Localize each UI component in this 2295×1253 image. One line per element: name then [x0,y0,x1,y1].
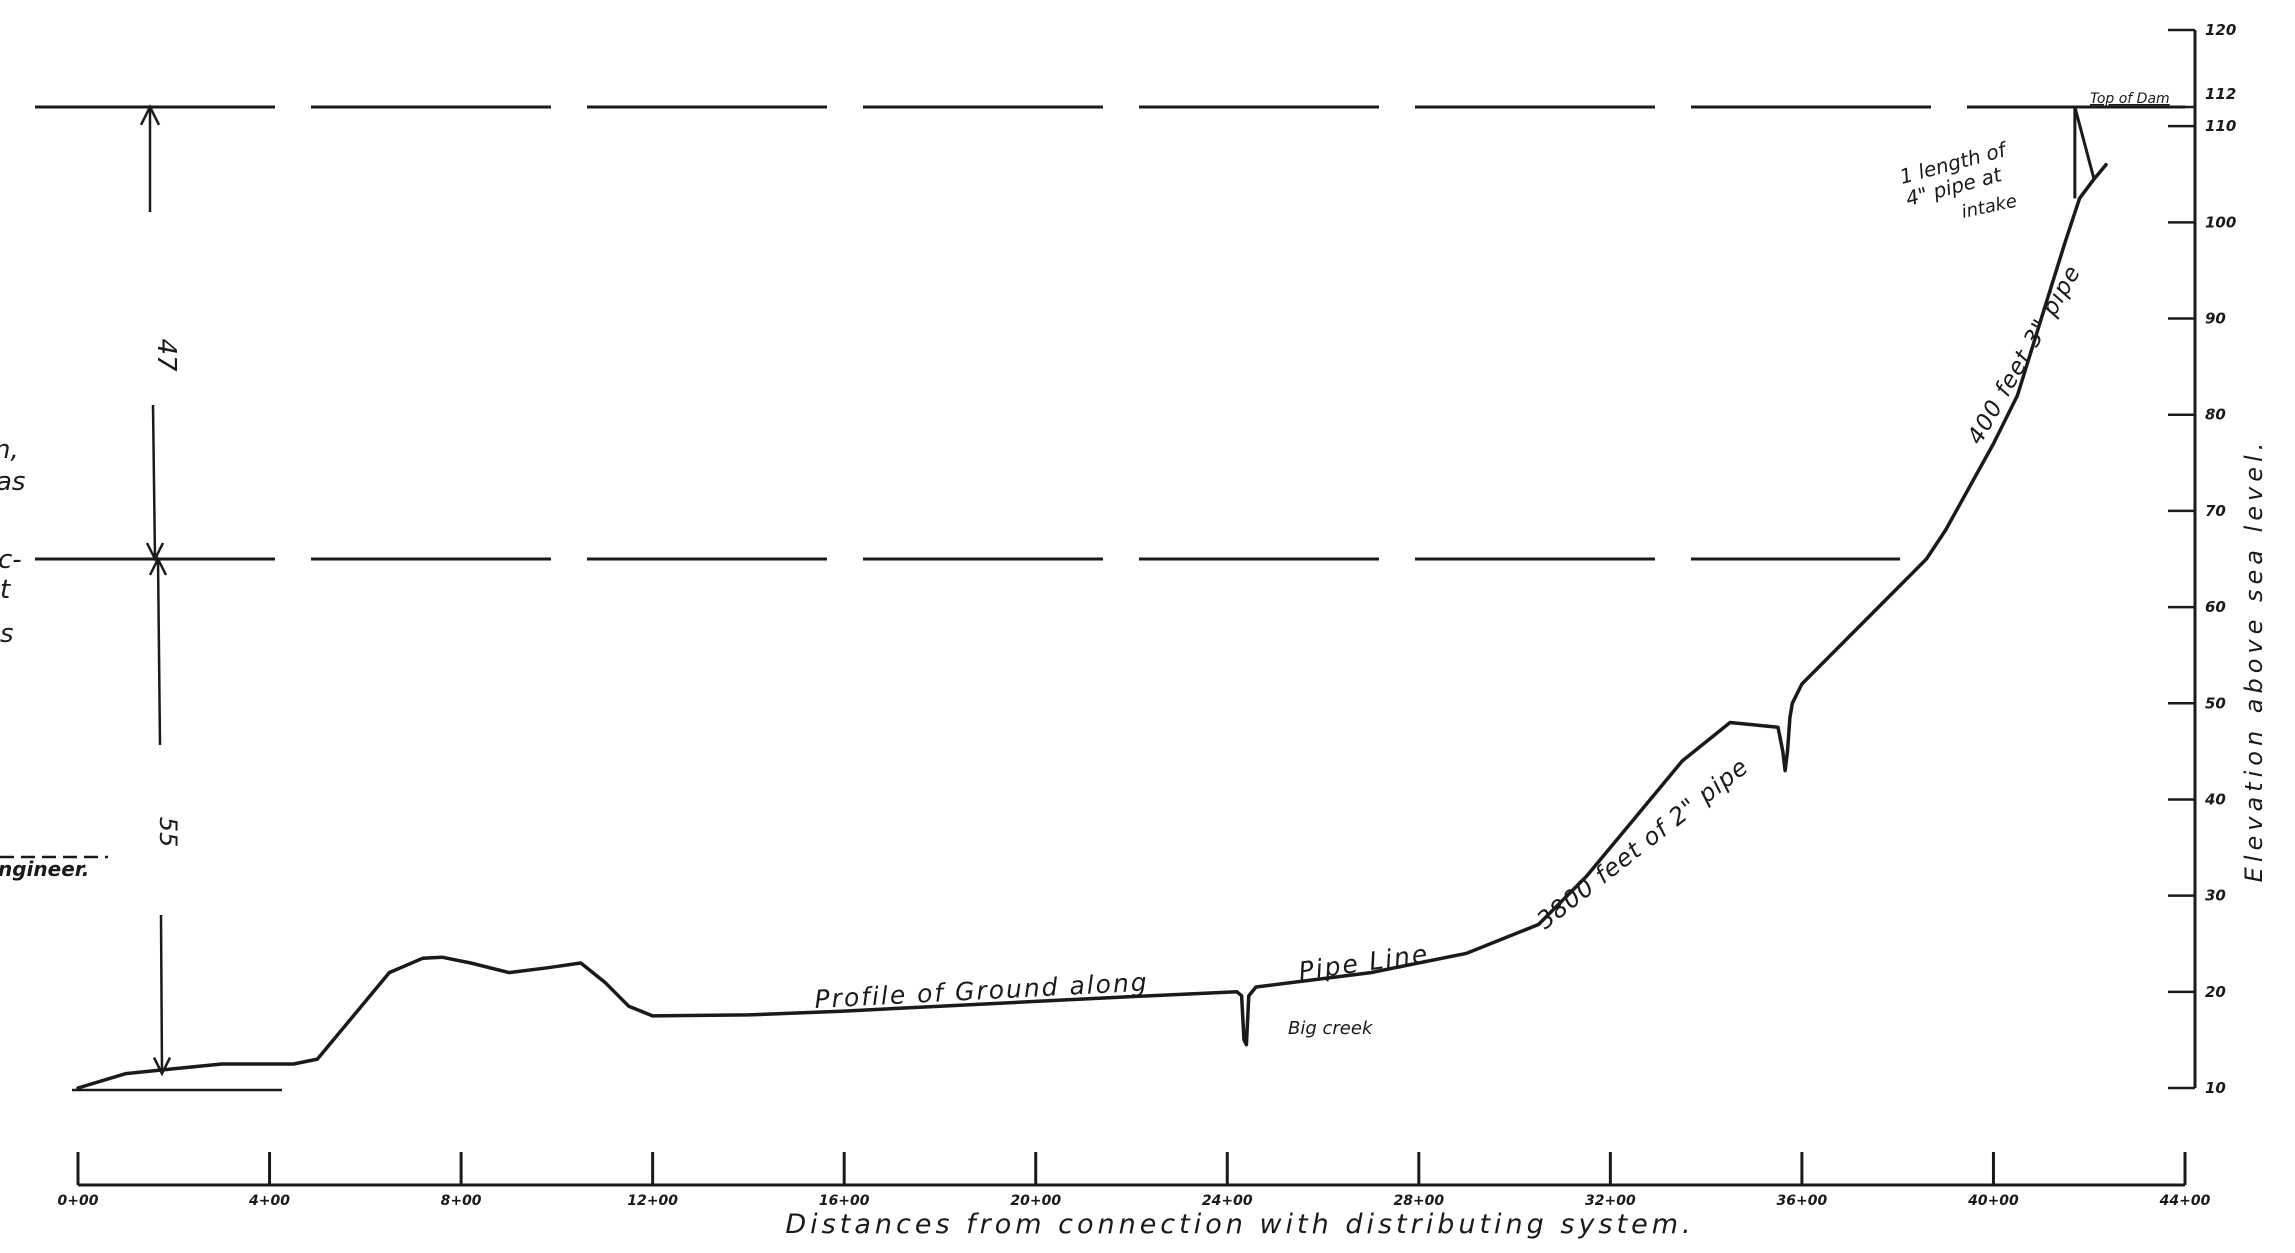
arrow-head [139,104,161,126]
x-tick-label: 28+00 [1393,1193,1444,1209]
signature-text: ngineer. [0,857,89,881]
x-axis-ticks: 0+00 4+00 8+00 12+00 16+00 20+00 24+00 28+00 32+… [58,1152,2211,1209]
y-tick-label: 50 [2205,694,2226,712]
pipe-2in-label: 3800 feet of 2" pipe [1531,752,1753,934]
dashed-level-lines [35,105,2185,561]
chart-axes [72,30,2197,1187]
pipe-3in-label: 400 feet 3" pipe [1963,261,2087,449]
y-axis-ticks: 10 20 30 40 50 60 70 80 90 100 110 112 120 [2168,21,2236,1097]
margin-text-1: n, [0,435,19,465]
dimension-label-upper: 47 [151,338,181,372]
x-tick-label: 16+00 [819,1193,870,1209]
y-tick-label: 20 [2205,983,2226,1001]
big-creek-label: Big creek [1288,1018,1374,1039]
x-tick-label: 12+00 [627,1193,678,1209]
arrow-head [145,542,165,562]
ground-profile-line [76,162,2108,1090]
profile-label-b: Pipe Line [1297,939,1431,986]
arrow-head [148,556,168,576]
y-tick-label: 70 [2205,502,2226,520]
y-tick-label: 120 [2205,21,2236,39]
x-tick-label: 44+00 [2159,1193,2211,1209]
y-tick-label: 112 [2205,85,2236,103]
y-tick-label: 10 [2205,1079,2226,1097]
x-tick-label: 0+00 [58,1193,99,1209]
y-tick-label: 30 [2205,887,2226,905]
dimension-line [151,404,157,560]
x-tick-label: 4+00 [248,1193,290,1209]
top-of-dam-label: Top of Dam [2090,91,2170,107]
x-tick-label: 8+00 [441,1193,482,1209]
x-tick-label: 36+00 [1777,1193,1828,1209]
y-tick-label: 40 [2204,790,2226,808]
dimension-label-lower: 55 [154,817,182,848]
margin-text-4: t [0,575,11,605]
arrow-head [152,1057,172,1077]
x-tick-label: 20+00 [1010,1193,1061,1209]
profile-label-a: Profile of Ground along [814,968,1150,1014]
dam-face [2073,106,2096,180]
dimension-arrows [139,104,172,1077]
y-tick-label: 110 [2205,117,2236,135]
y-axis-label: Elevation above sea level. [2240,438,2268,883]
intake-label-3: intake [1960,191,2019,223]
y-tick-label: 60 [2205,598,2226,616]
x-tick-label: 40+00 [1967,1193,2019,1209]
x-tick-label: 24+00 [1202,1193,1253,1209]
dimension-line [156,558,162,746]
margin-text-2: as [0,467,25,497]
x-tick-label: 32+00 [1585,1193,1636,1209]
dimension-line [159,914,164,1074]
x-axis-label: Distances from connection with distribut… [785,1209,1694,1240]
margin-text-5: s [0,619,14,649]
margin-text-3: c- [0,545,22,575]
y-tick-label: 90 [2205,310,2226,328]
y-tick-label: 100 [2205,213,2236,231]
y-tick-label: 80 [2205,406,2226,424]
